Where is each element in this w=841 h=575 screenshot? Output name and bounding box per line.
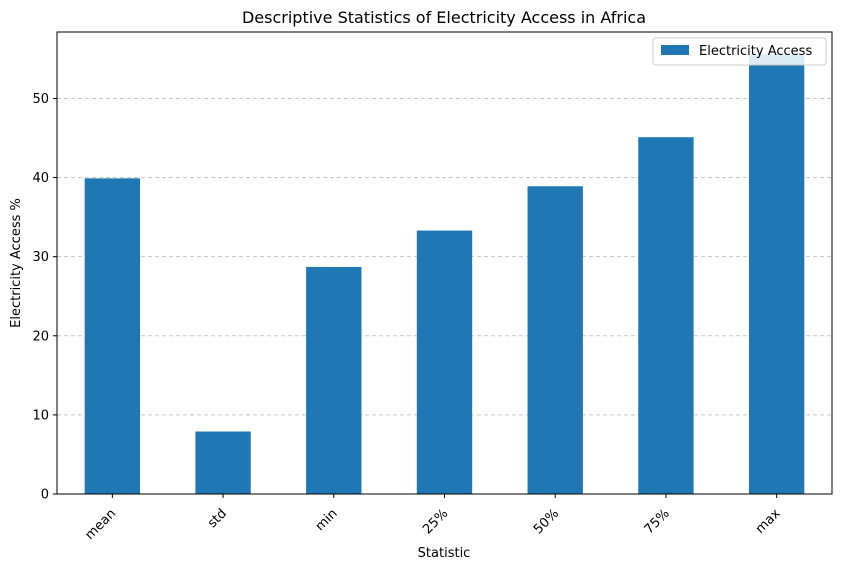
legend-label: Electricity Access [699, 44, 812, 59]
y-tick-label: 30 [32, 250, 49, 265]
bar-std [195, 431, 251, 494]
x-tick-label: mean [83, 506, 120, 543]
legend: Electricity Access [652, 37, 827, 66]
x-axis: mean std min 25% 50% 75% max [83, 494, 784, 543]
y-tick-label: 0 [41, 488, 49, 503]
bar-mean [84, 178, 141, 495]
y-tick-label: 40 [32, 171, 49, 186]
bar-75% [638, 137, 694, 494]
y-axis: 0 10 20 30 40 50 [32, 92, 57, 503]
x-tick-label: 25% [420, 506, 451, 537]
x-tick-label: 50% [531, 506, 562, 537]
bars [84, 54, 805, 495]
bar-25% [416, 230, 473, 494]
y-axis-title: Electricity Access % [9, 198, 24, 328]
x-tick-label: max [753, 506, 784, 537]
x-tick-label: min [313, 506, 341, 534]
chart-title: Descriptive Statistics of Electricity Ac… [242, 8, 646, 27]
x-tick-label: 75% [642, 506, 673, 537]
bar-max [748, 54, 805, 494]
bar-50% [527, 186, 583, 494]
x-axis-title: Statistic [418, 546, 471, 561]
y-tick-label: 20 [32, 329, 49, 344]
bar-min [306, 266, 362, 494]
y-tick-label: 10 [32, 408, 49, 423]
legend-frame [652, 37, 827, 66]
y-tick-label: 50 [32, 92, 49, 107]
legend-swatch [661, 45, 689, 55]
x-tick-label: std [205, 506, 230, 531]
